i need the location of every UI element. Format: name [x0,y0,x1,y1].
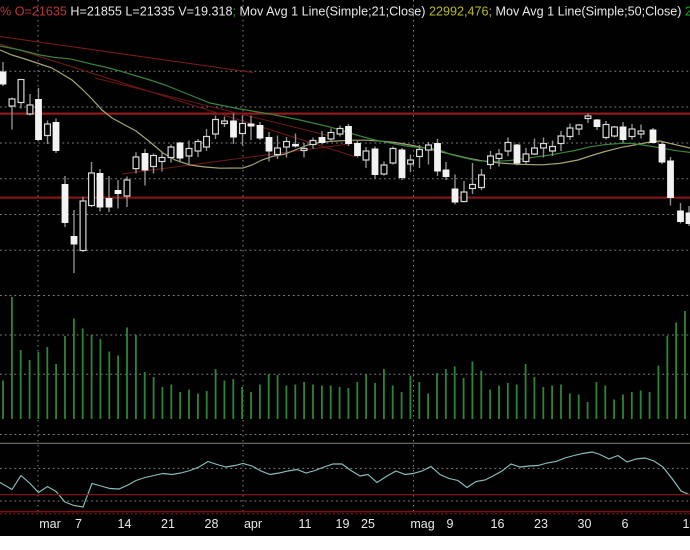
svg-text:apr: apr [244,517,262,531]
svg-text:1: 1 [683,517,690,531]
svg-text:23: 23 [534,517,548,531]
svg-text:7: 7 [75,517,82,531]
svg-text:6: 6 [622,517,629,531]
svg-text:9: 9 [447,517,454,531]
svg-text:% O=21635 H=21855 L=21335 V=19: % O=21635 H=21855 L=21335 V=19.318; Mov … [0,4,690,18]
svg-text:mag: mag [410,517,434,531]
svg-text:21: 21 [161,517,175,531]
svg-text:19: 19 [336,517,350,531]
svg-text:25: 25 [361,517,375,531]
svg-text:mar: mar [39,517,61,531]
svg-text:16: 16 [491,517,505,531]
svg-text:14: 14 [118,517,132,531]
svg-text:28: 28 [205,517,219,531]
svg-text:11: 11 [299,517,312,531]
svg-text:30: 30 [578,517,592,531]
